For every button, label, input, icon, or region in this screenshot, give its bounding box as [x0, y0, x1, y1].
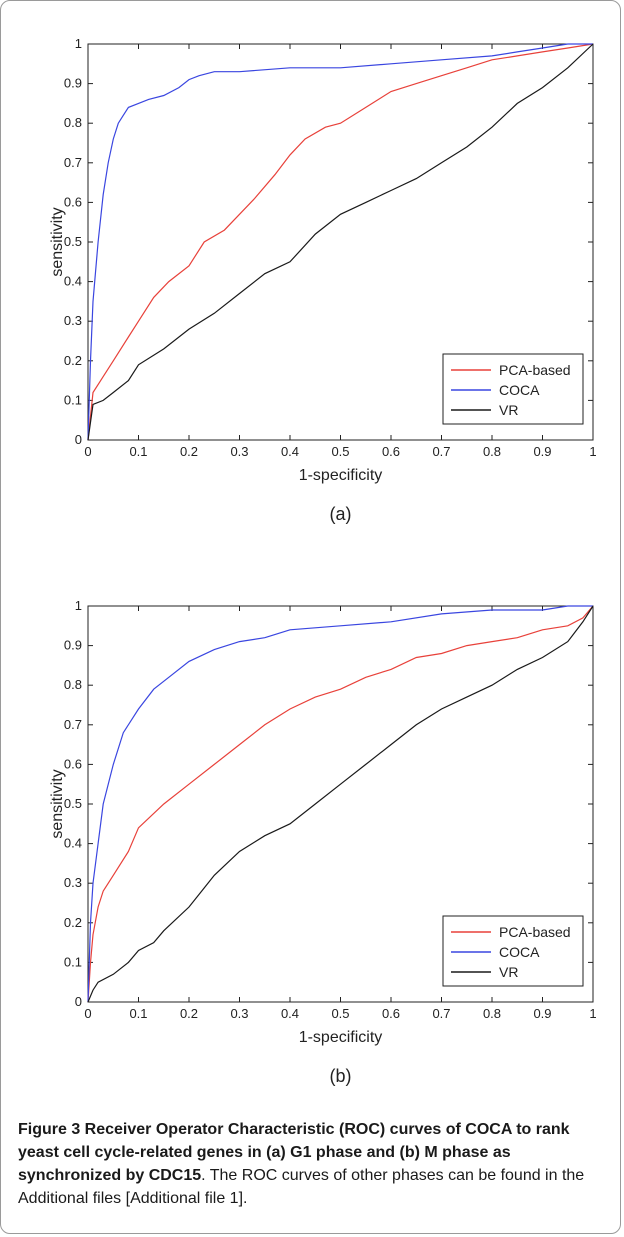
x-tick-label: 0.5: [331, 1006, 349, 1021]
y-tick-label: 0.3: [64, 875, 82, 890]
legend-entry: VR: [499, 402, 518, 418]
legend-entry: PCA-based: [499, 924, 571, 940]
series-line-coca: [87, 605, 593, 1003]
y-tick-label: 0.7: [64, 717, 82, 732]
x-tick-label: 0.6: [382, 1006, 400, 1021]
series-line-vr: [87, 605, 594, 1003]
legend-entry: COCA: [499, 944, 540, 960]
legend-entry: PCA-based: [499, 362, 571, 378]
x-tick-label: 0.3: [230, 1006, 248, 1021]
x-tick-label: 1: [589, 1006, 596, 1021]
x-tick-label: 0.7: [432, 444, 450, 459]
x-tick-label: 0.2: [180, 444, 198, 459]
series-line-coca: [87, 43, 593, 441]
panel-label: (b): [330, 1066, 352, 1086]
x-tick-label: 0.3: [230, 444, 248, 459]
y-tick-label: 0.4: [64, 274, 82, 289]
x-tick-label: 0.9: [533, 444, 551, 459]
x-tick-label: 0.7: [432, 1006, 450, 1021]
caption-text: . The ROC curves of other phases can be …: [18, 1167, 585, 1207]
y-tick-label: 0.2: [64, 353, 82, 368]
y-tick-label: 0.8: [64, 115, 82, 130]
y-tick-label: 0.8: [64, 677, 82, 692]
y-axis-label: sensitivity: [49, 207, 66, 276]
legend-box: [442, 353, 584, 425]
legend-entry: VR: [499, 964, 518, 980]
x-tick-label: 0.9: [533, 1006, 551, 1021]
x-tick-label: 1: [589, 444, 596, 459]
legend-entry: COCA: [499, 382, 540, 398]
y-tick-label: 0.5: [64, 234, 82, 249]
figure-caption: Figure 3 Receiver Operator Characteristi…: [18, 1118, 610, 1210]
x-tick-label: 0.1: [129, 1006, 147, 1021]
y-tick-label: 0.3: [64, 313, 82, 328]
x-tick-label: 0.8: [483, 1006, 501, 1021]
x-tick-label: 0.2: [180, 1006, 198, 1021]
series-line-pca-based: [87, 43, 594, 441]
legend-box: [442, 915, 584, 987]
x-tick-label: 0: [84, 1006, 91, 1021]
series-line-pca-based: [87, 605, 594, 1003]
x-axis-label: 1-specificity: [299, 1029, 383, 1046]
y-tick-label: 1: [75, 36, 82, 51]
y-tick-label: 0.4: [64, 836, 82, 851]
x-tick-label: 0.6: [382, 444, 400, 459]
roc-chart-b: 0 0.1 0.2 0.3 0.4 0.5 0.6 0.7 0.8 0.9 1 0 0.1 0.2 0.3 0…: [49, 598, 597, 1086]
y-tick-label: 0: [75, 432, 82, 447]
x-axis-label: 1-specificity: [299, 467, 383, 484]
y-tick-label: 0.5: [64, 796, 82, 811]
x-tick-label: 0: [84, 444, 91, 459]
y-tick-label: 0.9: [64, 76, 82, 91]
y-axis-label: sensitivity: [49, 769, 66, 838]
y-tick-label: 0.7: [64, 155, 82, 170]
x-tick-label: 0.4: [281, 444, 299, 459]
y-tick-label: 0: [75, 994, 82, 1009]
series-line-vr: [87, 43, 594, 441]
panel-label: (a): [330, 504, 352, 524]
y-tick-label: 0.6: [64, 756, 82, 771]
y-tick-label: 0.6: [64, 194, 82, 209]
y-tick-label: 0.1: [64, 392, 82, 407]
y-tick-label: 1: [75, 598, 82, 613]
x-tick-label: 0.8: [483, 444, 501, 459]
x-tick-label: 0.1: [129, 444, 147, 459]
caption-label: Figure 3: [18, 1121, 81, 1138]
y-tick-label: 0.2: [64, 915, 82, 930]
x-tick-label: 0.5: [331, 444, 349, 459]
y-tick-label: 0.1: [64, 954, 82, 969]
caption-bold-text: Receiver Operator Characteristic (ROC) c…: [18, 1121, 570, 1184]
y-tick-label: 0.9: [64, 638, 82, 653]
roc-chart-a: 0 0.1 0.2 0.3 0.4 0.5 0.6 0.7 0.8 0.9 1 0 0.1 0.2 0.3 0…: [49, 36, 597, 524]
x-tick-label: 0.4: [281, 1006, 299, 1021]
